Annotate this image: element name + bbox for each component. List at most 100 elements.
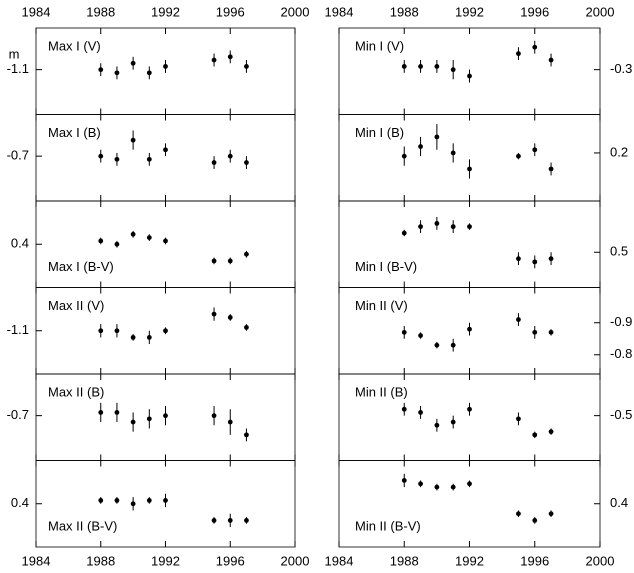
point [244, 251, 249, 257]
point [516, 317, 521, 322]
point [532, 517, 538, 523]
point [244, 160, 249, 165]
x-tick-label: 2000 [586, 4, 615, 19]
point [434, 134, 440, 140]
point [516, 51, 521, 57]
point [98, 238, 104, 244]
point [434, 221, 440, 226]
y-tick-label: 0.5 [610, 244, 628, 259]
point [467, 224, 472, 230]
point [418, 481, 423, 487]
point [467, 73, 472, 79]
point [516, 416, 521, 422]
x-tick-label: 1988 [390, 553, 419, 568]
y-tick-label: -0.7 [7, 407, 29, 422]
point [532, 44, 538, 50]
point [211, 57, 217, 63]
point [532, 259, 538, 265]
point [532, 147, 538, 153]
point [227, 258, 233, 264]
panel-title: Min II (B-V) [355, 518, 421, 533]
point [114, 241, 120, 247]
point [548, 256, 554, 262]
point [418, 64, 423, 69]
x-tick-label: 1988 [390, 4, 419, 19]
point [516, 256, 521, 262]
point [98, 328, 104, 334]
x-tick-label: 1988 [86, 553, 115, 568]
y-tick-label: 0.4 [11, 495, 29, 510]
y-tick-label: -1.1 [7, 322, 29, 337]
point [467, 326, 472, 332]
point [211, 413, 217, 419]
y-tick-label: 0.4 [610, 495, 628, 510]
point [548, 329, 554, 335]
point [227, 153, 233, 159]
point [467, 166, 472, 172]
point [548, 57, 554, 63]
point [450, 150, 456, 156]
x-tick-label: 1984 [325, 4, 354, 19]
point [227, 315, 233, 320]
panel-title: Max II (B-V) [48, 518, 117, 533]
x-tick-label: 1992 [455, 553, 484, 568]
point [227, 419, 233, 425]
point [163, 498, 168, 503]
point [163, 147, 168, 153]
point [146, 416, 152, 422]
point [130, 419, 136, 425]
panel-frame [338, 200, 601, 288]
panel-title: Min II (B) [355, 384, 408, 399]
x-tick-label: 2000 [281, 553, 310, 568]
point [467, 481, 472, 487]
panel-title: Min II (V) [355, 298, 408, 313]
point [244, 517, 249, 523]
point [516, 511, 521, 517]
point [130, 60, 136, 66]
point [146, 498, 152, 503]
point [450, 484, 456, 490]
point [211, 258, 217, 264]
point [98, 410, 104, 415]
point [434, 484, 440, 490]
point [434, 422, 440, 428]
point [434, 64, 440, 69]
point [418, 224, 423, 230]
point [434, 342, 440, 348]
point [548, 429, 554, 435]
point [211, 517, 217, 523]
point [114, 70, 120, 76]
point [401, 329, 407, 335]
panel-title: Max II (V) [48, 298, 104, 313]
point [146, 70, 152, 76]
point [98, 498, 104, 503]
panel-title: Max I (V) [48, 38, 101, 53]
point [467, 406, 472, 412]
x-tick-label: 1996 [520, 4, 549, 19]
x-tick-label: 2000 [281, 4, 310, 19]
point [98, 153, 104, 159]
x-tick-label: 1984 [325, 553, 354, 568]
point [418, 144, 423, 149]
point [548, 166, 554, 172]
point [130, 501, 136, 507]
x-tick-label: 1996 [216, 553, 245, 568]
point [98, 67, 104, 73]
point [418, 333, 423, 338]
panel-title: Min I (B) [355, 125, 404, 140]
point [532, 329, 538, 335]
y-tick-label: -0.5 [610, 407, 632, 422]
y-tick-label: 0.4 [11, 236, 29, 251]
point [114, 498, 120, 503]
point [401, 230, 407, 236]
x-tick-label: 1996 [216, 4, 245, 19]
point [516, 153, 521, 159]
point [130, 231, 136, 237]
point [114, 410, 120, 415]
x-tick-label: 1984 [22, 553, 51, 568]
x-tick-label: 1992 [455, 4, 484, 19]
point [244, 64, 249, 69]
panel-frame [338, 460, 601, 548]
y-tick-label: -0.9 [610, 314, 632, 329]
x-tick-label: 2000 [586, 553, 615, 568]
